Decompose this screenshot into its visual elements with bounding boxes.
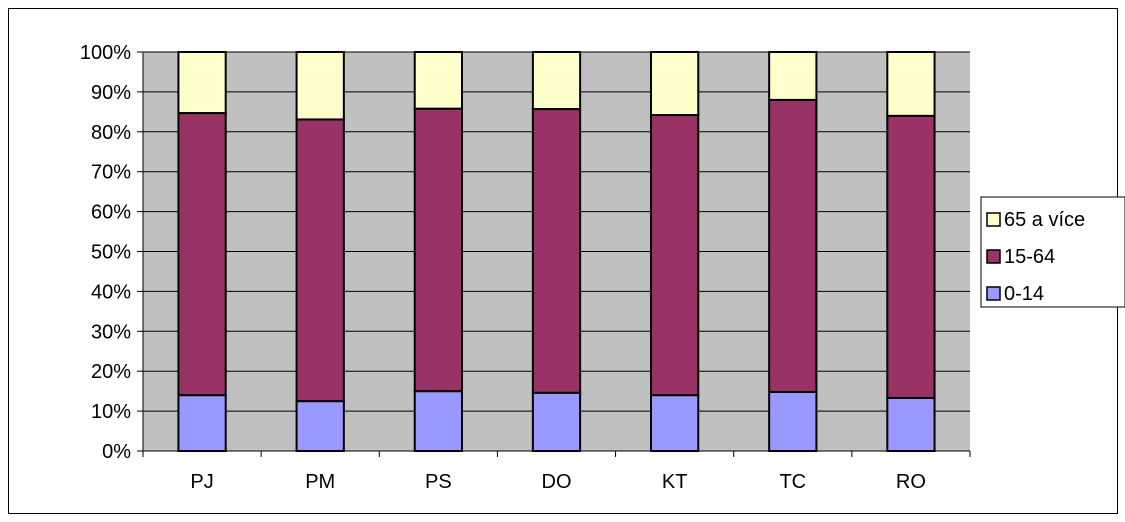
legend-label: 65 a více <box>1004 209 1085 231</box>
bar-segment-kt-15-64 <box>650 114 700 397</box>
x-tick-label: KT <box>662 471 688 493</box>
y-axis-ticks: 0% 10% 20% 30% 40% 50% 60% 70% 80% 90% 100% <box>80 42 143 463</box>
x-axis-ticks: PJ PM PS DO KT TC RO <box>142 451 971 493</box>
bar-segment-ro-15-64 <box>886 114 936 399</box>
x-tick-label: DO <box>542 471 572 493</box>
bar-segment-ro-0-14 <box>886 396 936 453</box>
x-tick-label: TC <box>779 471 806 493</box>
y-tick-label: 20% <box>91 361 131 383</box>
y-tick-label: 40% <box>91 281 131 303</box>
bar-segment-pj-15-64 <box>177 112 227 397</box>
bar-segment-tc-15-64 <box>768 98 818 393</box>
y-tick-label: 90% <box>91 82 131 104</box>
bar-segment-pm-0-14 <box>295 400 345 452</box>
y-tick-label: 60% <box>91 202 131 224</box>
y-tick-label: 100% <box>80 42 131 64</box>
y-tick-label: 50% <box>91 242 131 264</box>
legend-box <box>980 196 1125 308</box>
y-tick-label: 30% <box>91 321 131 343</box>
bar-segment-ps-15-64 <box>413 107 463 393</box>
bar-segment-pm-65-a-více <box>295 51 345 121</box>
x-tick-label: PS <box>425 471 452 493</box>
bar-segment-do-65-a-více <box>531 51 582 111</box>
bar-segment-kt-0-14 <box>650 394 700 453</box>
bar-segment-tc-0-14 <box>768 390 818 452</box>
bar-segment-ps-0-14 <box>413 390 463 452</box>
y-tick-label: 70% <box>91 162 131 184</box>
x-tick-label: RO <box>896 471 926 493</box>
bar-segment-pj-0-14 <box>177 394 227 453</box>
y-tick-label: 0% <box>102 441 131 463</box>
bars <box>177 51 936 453</box>
x-tick-label: PM <box>305 471 335 493</box>
y-tick-label: 10% <box>91 401 131 423</box>
legend-swatch <box>986 249 1001 264</box>
bar-segment-pm-15-64 <box>295 118 345 403</box>
legend-label: 15-64 <box>1004 246 1055 268</box>
bar-segment-do-0-14 <box>531 391 582 453</box>
bar-segment-pj-65-a-více <box>177 51 227 115</box>
bar-segment-tc-65-a-více <box>768 51 818 101</box>
legend: 65 a více 15-64 0-14 <box>980 196 1125 308</box>
y-tick-label: 80% <box>91 122 131 144</box>
legend-swatch <box>986 212 1001 227</box>
legend-label: 0-14 <box>1004 283 1044 305</box>
bar-segment-ro-65-a-více <box>886 51 936 117</box>
bar-segment-kt-65-a-více <box>650 51 700 117</box>
bar-segment-ps-65-a-více <box>413 51 463 110</box>
x-tick-label: PJ <box>190 471 213 493</box>
bar-segment-do-15-64 <box>531 108 582 394</box>
legend-swatch <box>986 286 1001 301</box>
